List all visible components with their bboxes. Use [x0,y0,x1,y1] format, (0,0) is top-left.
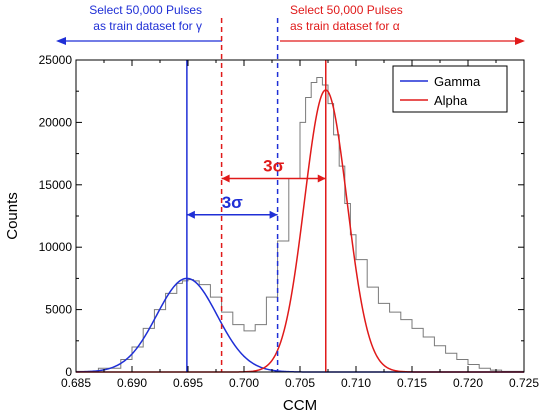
legend: Gamma Alpha [392,65,508,113]
y-tick-label-1: 5000 [45,303,72,317]
sigma-layer: 3σ 3σ [186,157,326,219]
y-axis-title: Counts [4,192,21,240]
alpha-annotation-line2: as train dataset for α [290,19,400,33]
x-tick-label-4: 0.705 [285,376,315,390]
x-tick-label-0: 0.685 [61,376,91,390]
alpha-annotation-line1: Select 50,000 Pulses [290,3,403,17]
x-tick-label-1: 0.690 [117,376,147,390]
legend-alpha-label: Alpha [434,93,468,108]
x-tick-label-2: 0.695 [173,376,203,390]
legend-gamma-label: Gamma [434,74,481,89]
y-tick-label-4: 20000 [39,115,73,129]
y-tick-label-3: 15000 [39,178,73,192]
histogram-layer [75,76,525,372]
alpha-select-arrowhead [515,37,525,45]
x-tick-label-7: 0.720 [453,376,483,390]
legend-box [392,65,508,113]
x-tick-label-5: 0.710 [341,376,371,390]
vline-layer [186,18,327,372]
sigma-arrowhead-left-2 [186,210,195,219]
sigma-arrowhead-right-1 [317,174,326,183]
y-tick-label-0: 0 [65,365,72,379]
x-tick-label-6: 0.715 [397,376,427,390]
axis-layer: 0.685 0.690 0.695 0.700 0.705 0.710 0.715 0.720… [39,53,540,390]
sigma-label-1: 3σ [263,157,284,176]
top-annotations: Select 50,000 Pulses as train dataset fo… [56,3,525,45]
sigma-arrowhead-left-1 [221,174,230,183]
sigma-label-2: 3σ [222,193,243,212]
sigma-arrowhead-right-2 [269,210,278,219]
histogram-step [75,76,525,372]
x-axis-title: CCM [283,397,317,414]
gamma-select-arrowhead [56,37,66,45]
plot-area: 3σ 3σ 0.685 0.690 0.695 0.700 0.705 0.710 0.715… [39,18,540,390]
x-tick-label-3: 0.700 [229,376,259,390]
y-tick-label-2: 10000 [39,240,73,254]
x-tick-label-8: 0.725 [509,376,539,390]
gamma-annotation-line1: Select 50,000 Pulses [89,3,202,17]
y-tick-label-5: 25000 [39,53,73,67]
gamma-annotation-line2: as train dataset for γ [93,19,202,33]
